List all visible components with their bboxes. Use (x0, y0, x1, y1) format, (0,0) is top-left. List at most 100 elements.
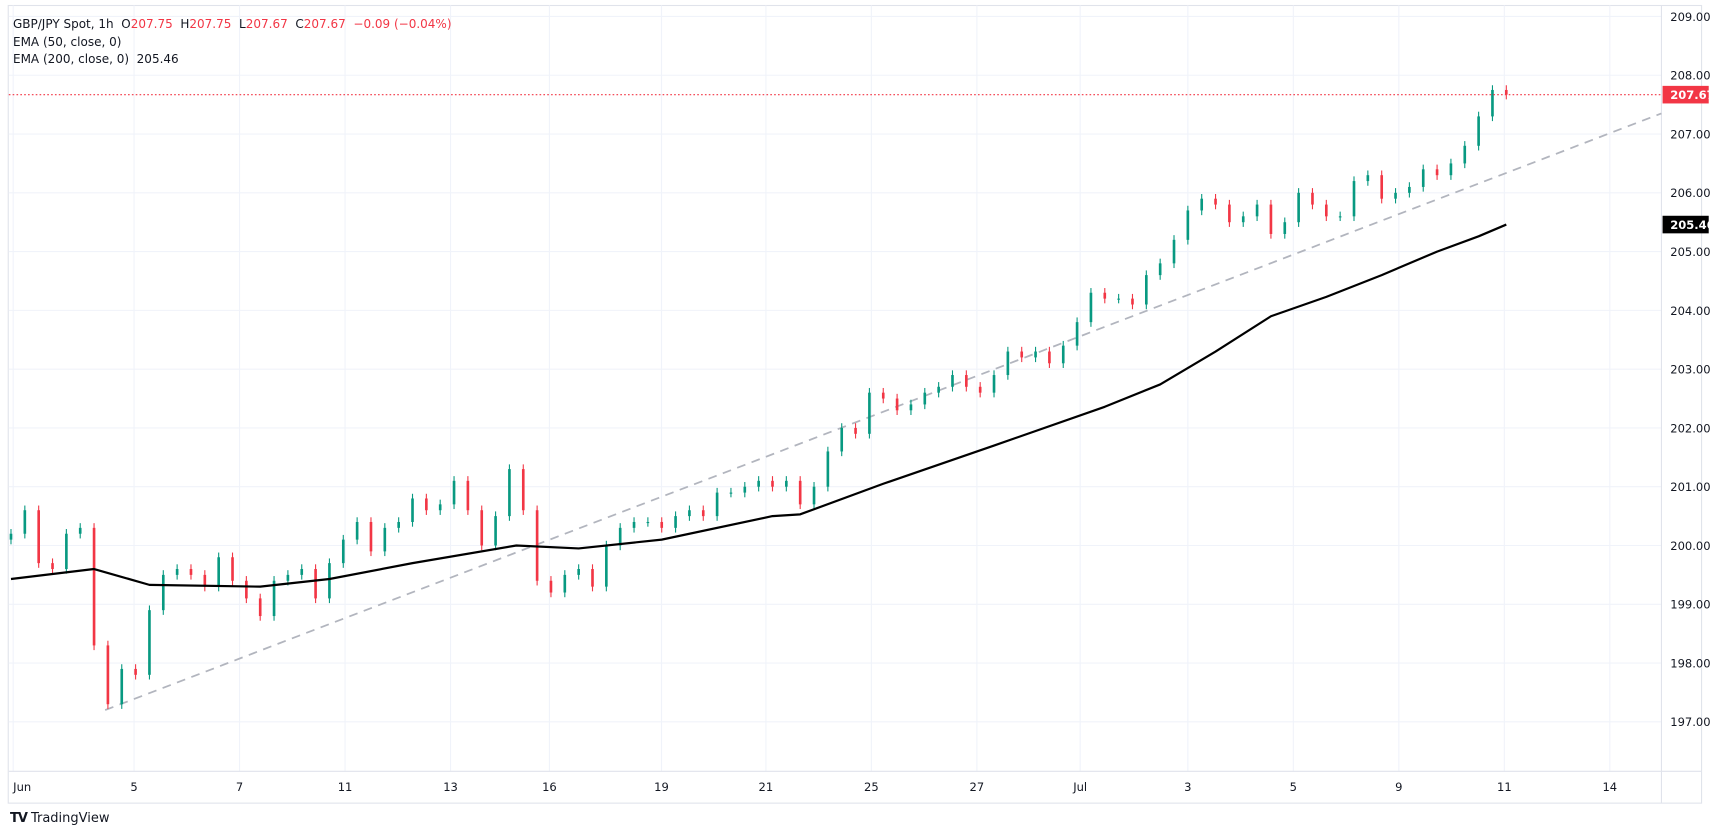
candle-body (812, 486, 816, 505)
candle (300, 564, 304, 580)
candle-body (175, 569, 179, 575)
candle (1145, 270, 1148, 310)
candle-body (563, 574, 567, 593)
candle (78, 523, 82, 539)
symbol-name[interactable]: GBP/JPY Spot, 1h (13, 17, 114, 31)
candle-body (771, 480, 774, 487)
candle-body (78, 527, 82, 534)
low-label: L (239, 17, 246, 31)
candle (1491, 85, 1494, 122)
legend-ema50[interactable]: EMA (50, close, 0) (13, 34, 452, 52)
candle (134, 664, 137, 680)
candle (951, 370, 954, 392)
candle (895, 393, 899, 416)
price-tick-label: 198.00 (1670, 656, 1710, 670)
candle-body (37, 510, 40, 564)
candle-body (881, 392, 885, 399)
candle-body (494, 516, 497, 546)
candle-body (189, 569, 193, 575)
candle-body (688, 510, 691, 517)
candle-body (618, 527, 622, 546)
candle (1131, 293, 1134, 310)
candle-body (1297, 192, 1300, 223)
candle-body (425, 498, 428, 511)
legend-ema200[interactable]: EMA (200, close, 0) 205.46 (13, 51, 452, 69)
candle (757, 476, 760, 492)
price-tick-label: 201.00 (1670, 480, 1710, 494)
candle-body (951, 375, 954, 387)
candle (1338, 211, 1342, 222)
candle-body (1311, 192, 1314, 205)
time-tick-label: 11 (338, 780, 353, 794)
time-tick-label: 3 (1184, 780, 1191, 794)
candle (161, 570, 165, 615)
candle (1103, 288, 1107, 304)
candle (1463, 141, 1467, 169)
candle (203, 570, 207, 592)
candle-body (161, 574, 165, 611)
candle (798, 476, 802, 510)
time-axis[interactable]: Jun 5 7 11 13 16 19 21 25 27 Jul 3 5 9 11 14 (12, 780, 1617, 794)
candle-body (868, 392, 871, 434)
candle-body (480, 510, 484, 546)
candle-body (854, 427, 857, 434)
candle (1214, 193, 1217, 210)
close-label: C (295, 17, 304, 31)
candle-body (217, 557, 220, 587)
candle (1034, 346, 1037, 363)
grid (8, 5, 1662, 772)
candle-body (1006, 351, 1010, 376)
candle (1283, 217, 1287, 239)
price-tick-label: 204.00 (1670, 304, 1710, 318)
candle (51, 558, 54, 574)
candle (521, 464, 525, 515)
candle-body (1241, 216, 1245, 223)
price-axis[interactable]: 209.00 208.00 207.00 206.00 205.00 204.00 203.… (1670, 10, 1710, 729)
candle-body (272, 580, 276, 617)
low-value: 207.67 (245, 17, 288, 31)
candle (37, 505, 40, 568)
candle (660, 517, 664, 533)
candle-body (1269, 204, 1273, 234)
candle-body (369, 521, 373, 552)
candle (1366, 170, 1370, 186)
price-tick-label: 199.00 (1670, 598, 1710, 612)
price-tick-label: 208.00 (1670, 69, 1710, 83)
candle-body (355, 521, 359, 540)
candle (978, 382, 982, 398)
trendline-segment[interactable] (104, 112, 1662, 711)
candle (549, 576, 553, 598)
price-tick-label: 206.00 (1670, 186, 1710, 200)
candle-body (1131, 298, 1134, 305)
candle-body (1491, 89, 1494, 117)
candle (245, 576, 248, 604)
candle (923, 387, 927, 410)
candle (1504, 85, 1508, 100)
candle-body (632, 521, 636, 528)
candle (397, 517, 400, 533)
candle-body (1048, 351, 1051, 364)
candle (1297, 188, 1300, 227)
candle (909, 399, 913, 416)
candle-body (646, 521, 650, 524)
candle-body (798, 480, 802, 505)
candle-body (1394, 192, 1397, 199)
trendline[interactable] (104, 112, 1662, 711)
ema200-value: 205.46 (136, 52, 179, 66)
candle (120, 664, 124, 709)
tradingview-logo[interactable]: TV TradingView (10, 811, 109, 826)
time-tick-label: 11 (1497, 780, 1512, 794)
price-tick-label: 197.00 (1670, 715, 1710, 729)
candle-body (258, 598, 262, 617)
time-tick-label: 13 (443, 780, 458, 794)
chart-frame (7, 4, 1703, 804)
candle (1311, 188, 1314, 210)
candle-body (383, 527, 387, 552)
high-label: H (180, 17, 190, 31)
candle-body (1504, 89, 1508, 95)
candle (466, 476, 470, 515)
candle (65, 529, 68, 574)
candle-body (148, 610, 151, 675)
time-tick-label: Jun (12, 780, 31, 794)
